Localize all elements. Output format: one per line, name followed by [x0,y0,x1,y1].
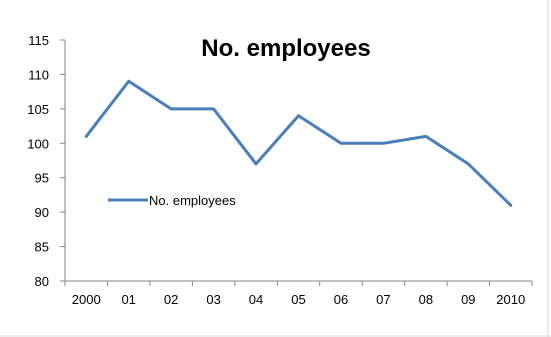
x-tick-label: 09 [461,292,475,307]
series-line [84,79,513,207]
y-tick-label: 85 [35,240,49,255]
x-tick-label: 2010 [496,292,525,307]
x-tick-label: 03 [206,292,220,307]
legend-label: No. employees [149,193,236,208]
y-tick-label: 100 [27,136,49,151]
x-tick-label: 2000 [72,292,101,307]
x-tick-label: 08 [419,292,433,307]
x-tick-label: 01 [121,292,135,307]
y-tick-label: 80 [35,274,49,289]
y-tick-label: 105 [27,102,49,117]
chart-title: No. employees [201,35,370,62]
legend: No. employees [108,193,236,208]
y-tick-label: 110 [28,67,49,82]
y-tick-label: 95 [35,171,49,186]
x-tick-label: 06 [334,292,348,307]
x-tick-label: 02 [164,292,178,307]
x-tick-label: 04 [249,292,263,307]
x-tick-label: 05 [291,292,305,307]
y-tick-label: 115 [28,33,49,48]
x-tick-label: 07 [376,292,390,307]
y-tick-label: 90 [35,205,49,220]
